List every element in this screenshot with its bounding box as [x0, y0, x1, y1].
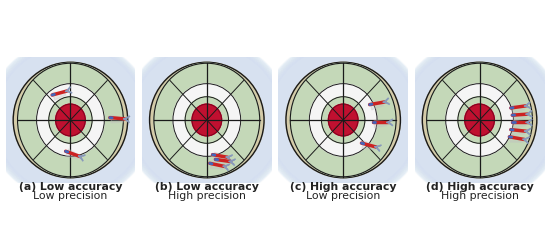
Ellipse shape: [192, 104, 222, 136]
Polygon shape: [216, 157, 229, 165]
Ellipse shape: [125, 40, 289, 200]
Ellipse shape: [397, 40, 550, 200]
Polygon shape: [210, 161, 223, 169]
Ellipse shape: [465, 104, 494, 136]
Text: (c) High accuracy: (c) High accuracy: [290, 182, 397, 192]
Ellipse shape: [194, 106, 220, 134]
Text: (a) Low accuracy: (a) Low accuracy: [19, 182, 122, 192]
Polygon shape: [362, 141, 375, 150]
Polygon shape: [510, 134, 523, 142]
Polygon shape: [514, 120, 526, 128]
Ellipse shape: [446, 84, 514, 156]
Ellipse shape: [57, 106, 84, 134]
Text: Low precision: Low precision: [34, 191, 108, 201]
Ellipse shape: [260, 39, 427, 201]
Ellipse shape: [427, 63, 532, 177]
Polygon shape: [512, 106, 525, 113]
Ellipse shape: [154, 63, 260, 177]
Ellipse shape: [0, 40, 152, 200]
Polygon shape: [53, 91, 65, 100]
Ellipse shape: [261, 40, 425, 200]
Ellipse shape: [124, 39, 290, 201]
Ellipse shape: [18, 63, 123, 177]
Ellipse shape: [260, 39, 426, 201]
Ellipse shape: [173, 84, 241, 156]
Ellipse shape: [397, 39, 550, 201]
Ellipse shape: [150, 62, 264, 178]
Ellipse shape: [322, 97, 365, 143]
Ellipse shape: [124, 40, 289, 200]
Ellipse shape: [398, 40, 550, 200]
Ellipse shape: [396, 39, 550, 201]
Ellipse shape: [261, 40, 426, 200]
Ellipse shape: [0, 39, 154, 201]
Text: (b) Low accuracy: (b) Low accuracy: [155, 182, 258, 192]
Polygon shape: [213, 152, 226, 160]
Ellipse shape: [466, 106, 493, 134]
Ellipse shape: [328, 104, 358, 136]
Polygon shape: [370, 102, 383, 110]
Ellipse shape: [458, 97, 501, 143]
Ellipse shape: [36, 84, 104, 156]
Ellipse shape: [290, 63, 396, 177]
Text: Low precision: Low precision: [306, 191, 380, 201]
Ellipse shape: [185, 97, 228, 143]
Ellipse shape: [56, 104, 85, 136]
Text: (d) High accuracy: (d) High accuracy: [426, 182, 534, 192]
Ellipse shape: [123, 39, 290, 201]
Polygon shape: [111, 115, 124, 123]
Ellipse shape: [13, 62, 128, 178]
Polygon shape: [66, 149, 79, 159]
Polygon shape: [514, 113, 526, 120]
Ellipse shape: [0, 40, 153, 200]
Ellipse shape: [330, 106, 356, 134]
Polygon shape: [512, 127, 525, 135]
Ellipse shape: [422, 62, 537, 178]
Ellipse shape: [0, 39, 153, 201]
Polygon shape: [375, 120, 387, 128]
Ellipse shape: [286, 62, 400, 178]
Text: High precision: High precision: [441, 191, 519, 201]
Ellipse shape: [49, 97, 92, 143]
Ellipse shape: [309, 84, 377, 156]
Text: High precision: High precision: [168, 191, 246, 201]
